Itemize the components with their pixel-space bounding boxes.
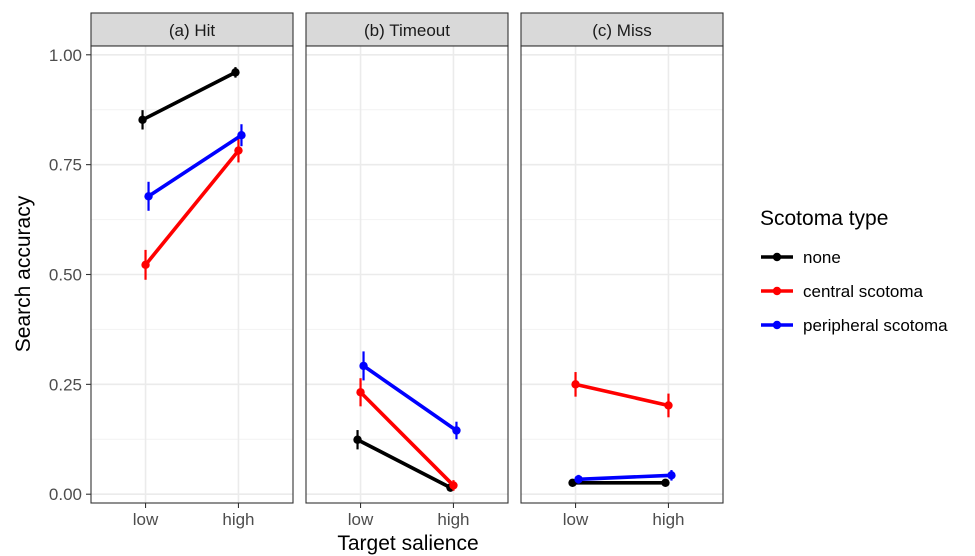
x-tick-label: low (563, 510, 589, 529)
panel-title: (a) Hit (169, 21, 216, 40)
series-line (356, 438, 452, 490)
data-point (234, 146, 243, 155)
legend-key-point (772, 252, 782, 262)
legend-entries: none central scotoma peripheral scotoma (761, 248, 948, 335)
data-point (144, 192, 153, 201)
data-point (574, 475, 583, 484)
data-point (664, 401, 673, 410)
y-tick-label: 1.00 (49, 46, 82, 65)
panel-title: (b) Timeout (364, 21, 450, 40)
series-peripheral-scotoma (574, 470, 676, 484)
series-line (359, 390, 455, 487)
series-line (362, 364, 458, 432)
data-point (141, 260, 150, 270)
panel-border (305, 45, 509, 504)
x-tick-label: low (133, 510, 159, 529)
data-point (667, 471, 676, 480)
legend-label: central scotoma (803, 282, 924, 301)
legend-key-point (772, 286, 782, 296)
x-tick-label: high (437, 510, 469, 529)
x-tick-label: high (222, 510, 254, 529)
y-tick-label: 0.75 (49, 156, 82, 175)
legend-entry: central scotoma (761, 282, 924, 301)
panel-title: (c) Miss (592, 21, 651, 40)
panel-3: (c) Miss (520, 12, 724, 504)
legend-title: Scotoma type (760, 207, 888, 230)
series-central-scotoma (356, 378, 458, 491)
legend: Scotoma type none central scotoma peripher… (760, 207, 948, 335)
series-central-scotoma (141, 138, 243, 280)
y-tick-label: 0.50 (49, 266, 82, 285)
panel-strip (305, 12, 509, 47)
y-tick-label: 0.25 (49, 375, 82, 394)
series-none (138, 67, 240, 130)
x-tick-label: low (348, 510, 374, 529)
y-axis-title: Search accuracy (12, 195, 35, 352)
series-line (147, 133, 243, 198)
data-point (231, 68, 240, 77)
series-line (144, 149, 240, 266)
data-point (237, 131, 246, 140)
legend-key-point (772, 320, 782, 330)
series-peripheral-scotoma (359, 351, 461, 440)
data-point (571, 380, 580, 389)
data-point (353, 435, 362, 444)
data-point (138, 115, 147, 125)
series-none (568, 478, 670, 487)
panel-strip (90, 12, 294, 47)
y-tick-label: 0.00 (49, 485, 82, 504)
panel-2: (b) Timeout (305, 12, 509, 504)
data-point (449, 481, 458, 490)
panel-border (520, 45, 724, 504)
series-line (575, 382, 669, 408)
legend-entry: none (761, 248, 841, 267)
data-point (359, 361, 368, 371)
legend-label: peripheral scotoma (803, 316, 948, 335)
panel-1: (a) Hit (90, 12, 294, 504)
x-axis-title: Target salience (337, 532, 478, 555)
x-tick-label: high (652, 510, 684, 529)
series-line (141, 70, 237, 122)
series-peripheral-scotoma (144, 124, 246, 211)
legend-entry: peripheral scotoma (761, 316, 948, 335)
data-point (356, 388, 365, 397)
series-central-scotoma (571, 372, 673, 418)
panels-layer: (a) Hit (b) Timeout (c) Miss (90, 12, 724, 504)
legend-label: none (803, 248, 841, 267)
axes-layer: low high low high low high 0.00 0.25 0.50 0.75 1.0… (49, 46, 685, 529)
panel-strip (520, 12, 724, 47)
data-point (661, 478, 670, 487)
series-line (578, 473, 672, 482)
data-point (452, 426, 461, 435)
